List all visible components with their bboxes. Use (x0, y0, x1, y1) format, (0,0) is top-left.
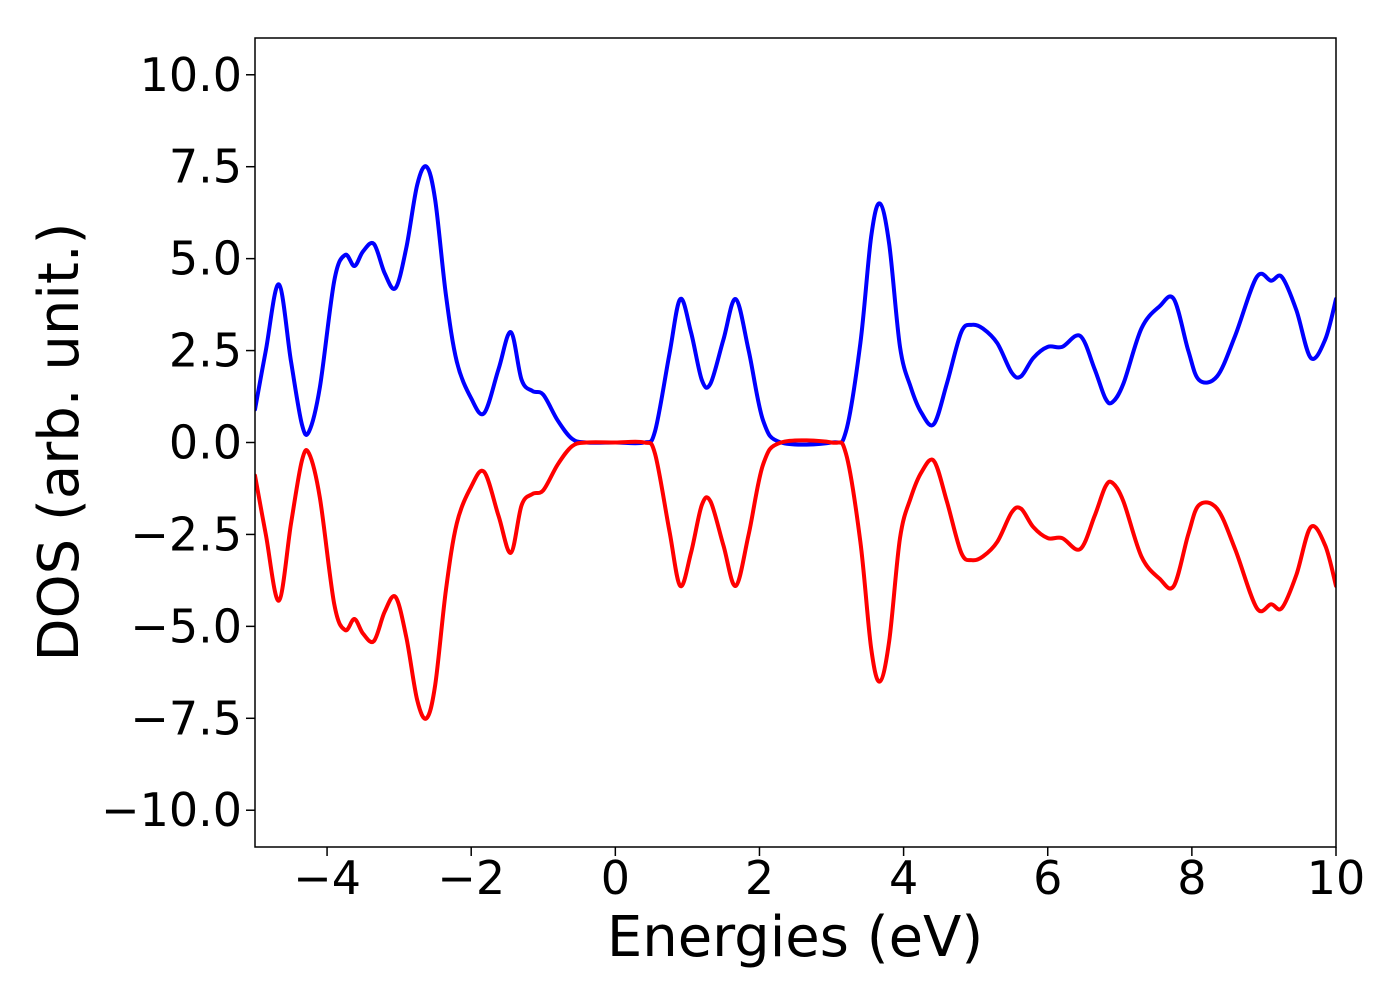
series-layer (255, 164, 1336, 721)
y-tick-label: −10.0 (101, 783, 242, 837)
x-tick-label: 0 (601, 851, 630, 905)
dos-series-line-0 (255, 164, 1336, 447)
x-tick-label: 8 (1177, 851, 1206, 905)
x-tick-label: 6 (1033, 851, 1062, 905)
y-axis-ticks: 10.0 7.5 5.0 2.5 0.0 −2.5 −5.0 −7.5 −10.0 (101, 48, 255, 837)
x-axis-label: Energies (eV) (607, 905, 983, 970)
y-tick-label: 2.5 (169, 324, 242, 378)
x-tick-label: −4 (293, 851, 361, 905)
x-tick-label: 4 (889, 851, 918, 905)
y-axis-label: DOS (arb. unit.) (27, 222, 92, 661)
x-axis-ticks: −4 −2 0 2 4 6 8 10 (293, 847, 1365, 905)
y-tick-label: 5.0 (169, 232, 242, 286)
x-tick-label: 10 (1307, 851, 1366, 905)
y-tick-label: −2.5 (130, 507, 242, 561)
x-tick-label: 2 (745, 851, 774, 905)
dos-series-line-1 (255, 438, 1336, 721)
plot-frame (254, 37, 1337, 848)
y-tick-label: 10.0 (140, 48, 242, 102)
y-tick-label: 7.5 (169, 140, 242, 194)
y-tick-label: −7.5 (130, 691, 242, 745)
y-tick-label: −5.0 (130, 599, 242, 653)
y-tick-label: 0.0 (169, 416, 242, 470)
x-tick-label: −2 (437, 851, 505, 905)
